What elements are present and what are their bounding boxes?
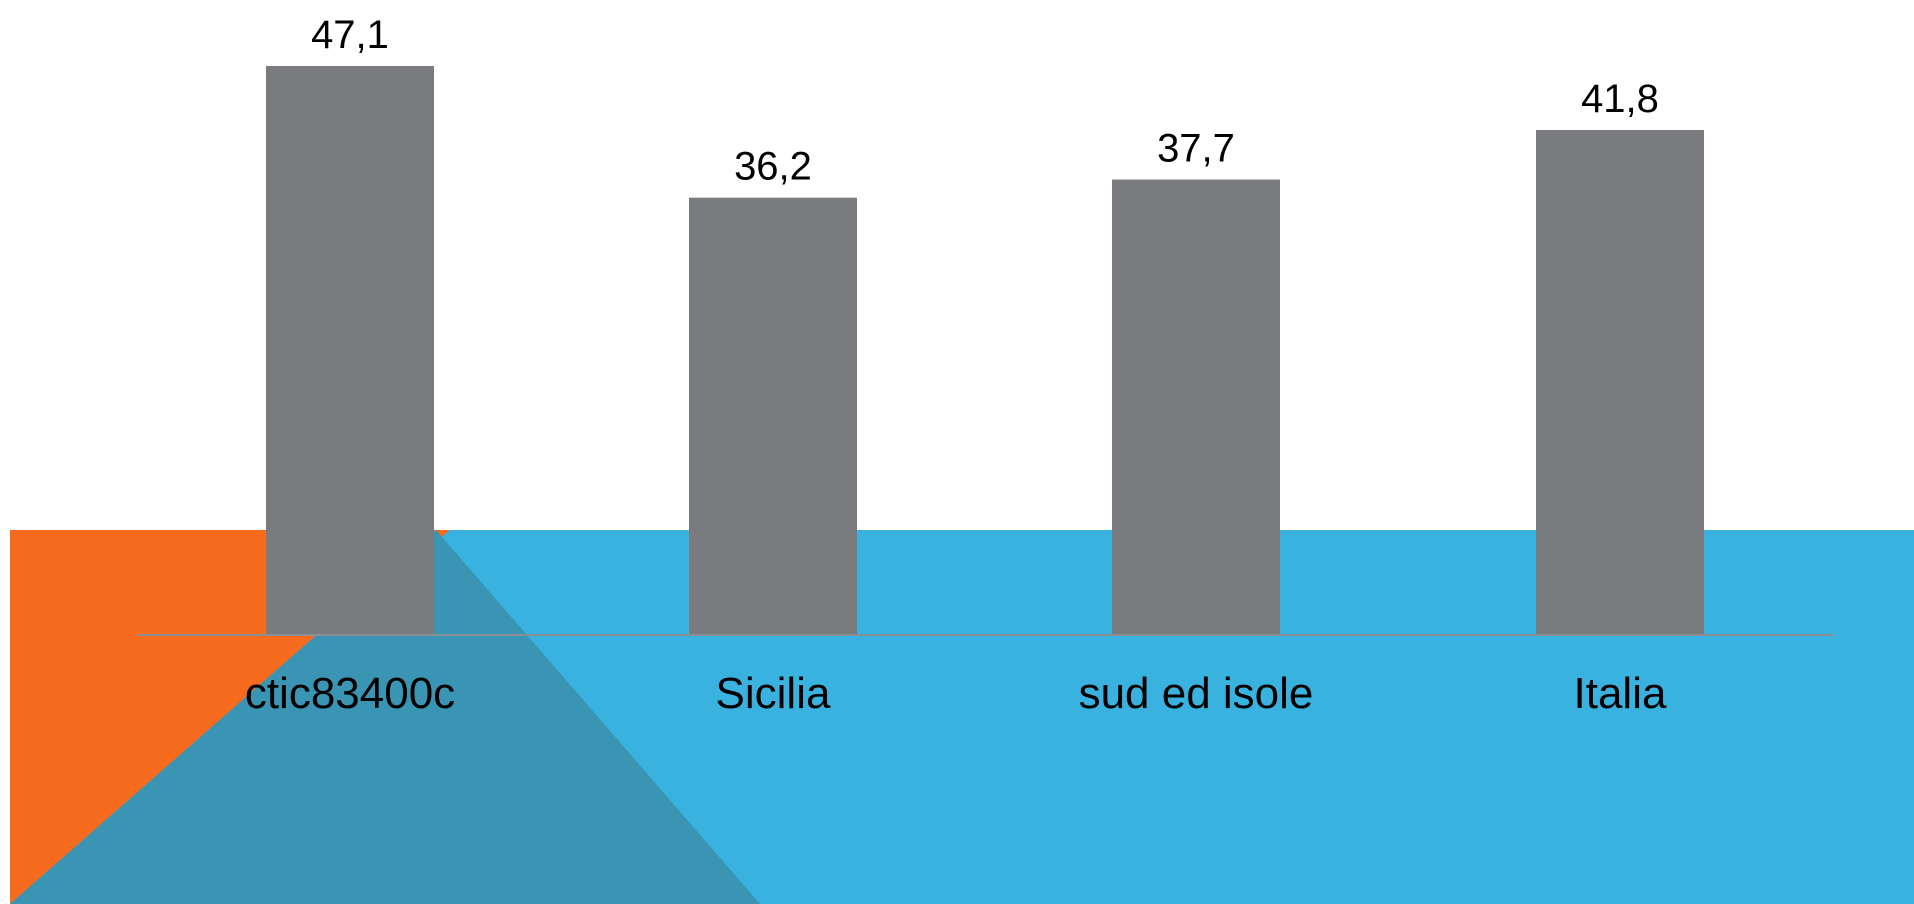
value-label-4: 41,8 xyxy=(1581,77,1659,121)
category-label-2: Sicilia xyxy=(716,669,831,718)
bar-3 xyxy=(1112,179,1280,635)
bar-4 xyxy=(1536,130,1704,636)
bars-group xyxy=(266,66,1704,636)
category-label-4: Italia xyxy=(1574,669,1667,718)
category-label-1: ctic83400c xyxy=(245,669,455,718)
teal-triangle xyxy=(10,530,760,904)
category-labels-group: ctic83400c Sicilia sud ed isole Italia xyxy=(245,669,1667,718)
value-labels-group: 47,1 36,2 37,7 41,8 xyxy=(311,13,1659,189)
category-label-3: sud ed isole xyxy=(1079,669,1314,718)
bar-1 xyxy=(266,66,434,635)
value-label-1: 47,1 xyxy=(311,13,389,57)
value-label-2: 36,2 xyxy=(734,145,812,189)
value-label-3: 37,7 xyxy=(1157,127,1235,171)
bar-2 xyxy=(689,197,857,635)
